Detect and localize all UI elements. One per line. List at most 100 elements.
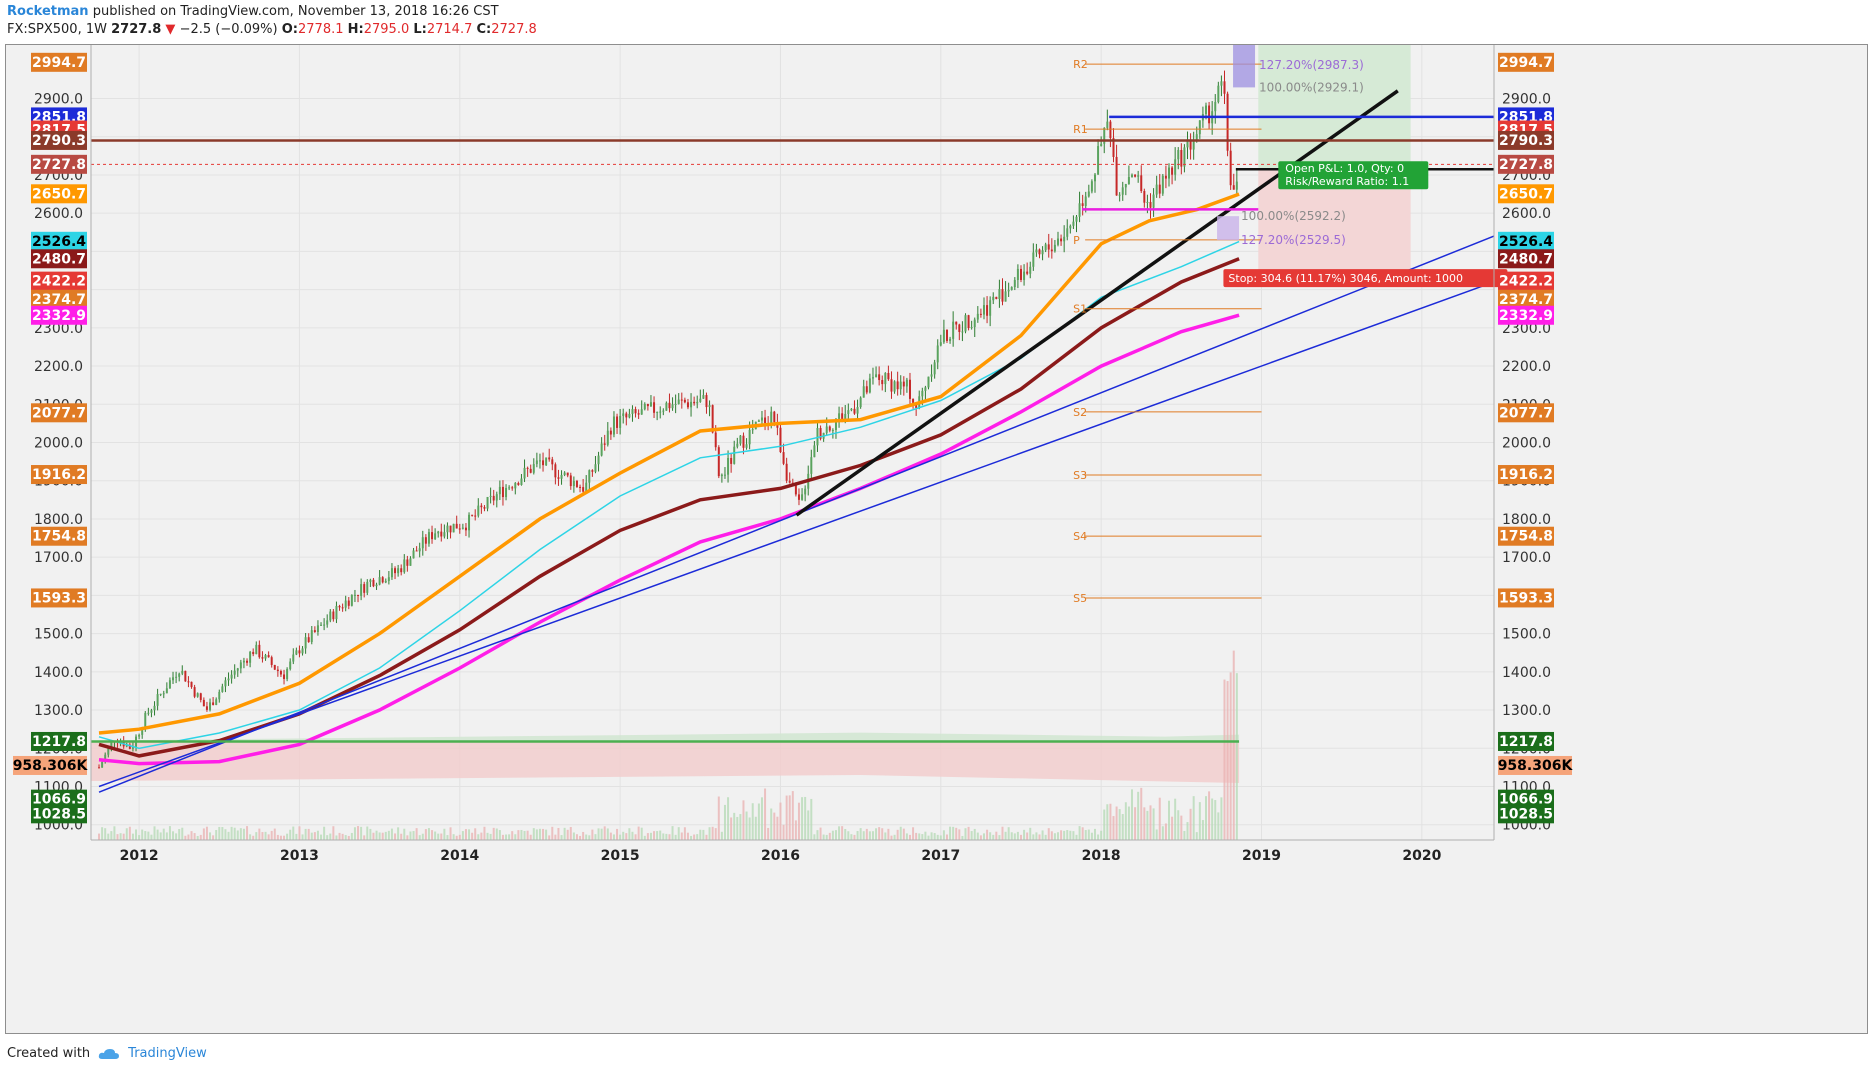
- volume-bar: [501, 834, 504, 840]
- volume-bar: [890, 835, 893, 840]
- volume-bar: [326, 835, 329, 840]
- volume-bar: [884, 832, 887, 840]
- candle-body: [1127, 176, 1130, 184]
- chart-area[interactable]: R2 R1 P S1 S2 S3 S4 S5 127.20%(2987.3) 100.00%(29…: [5, 44, 1868, 1034]
- y-axis-tick-left: 1400.0: [34, 665, 83, 681]
- candle-body: [477, 505, 480, 516]
- volume-bar: [1167, 800, 1170, 840]
- volume-bar: [949, 826, 952, 840]
- volume-bar: [727, 797, 730, 840]
- pivot-label: R2: [1073, 58, 1088, 71]
- volume-bar: [942, 830, 945, 840]
- candle-body: [1183, 147, 1186, 167]
- candle-body: [1208, 105, 1211, 124]
- candle-body: [628, 413, 631, 418]
- candle-body: [566, 472, 569, 476]
- volume-bar: [560, 835, 563, 840]
- volume-bar: [847, 831, 850, 840]
- candle-body: [927, 376, 930, 388]
- candle-body: [1134, 174, 1137, 177]
- y-axis-tick-right: 2900.0: [1502, 92, 1551, 108]
- volume-bar: [249, 834, 252, 840]
- candle-body: [1084, 196, 1087, 206]
- volume-bar: [165, 832, 168, 840]
- candle-body: [193, 687, 196, 697]
- candle-body: [643, 403, 646, 410]
- moving-average-line: [98, 192, 1240, 735]
- candle-body: [511, 487, 514, 489]
- volume-bar: [1232, 650, 1235, 840]
- volume-bar: [144, 831, 147, 840]
- candle-body: [535, 460, 538, 465]
- candle-body: [205, 706, 208, 710]
- price-tag-right-text: 1066.9: [1499, 792, 1553, 808]
- candle-body: [862, 386, 865, 398]
- high-value: 2795.0: [363, 22, 410, 37]
- price-tag-right: [1498, 755, 1572, 775]
- candle-body: [264, 655, 267, 659]
- volume-bar: [131, 833, 134, 840]
- candle-body: [579, 486, 582, 488]
- volume-bar: [1047, 828, 1050, 840]
- volume-bar: [532, 828, 535, 840]
- author-name[interactable]: Rocketman: [7, 4, 89, 19]
- volume-bar: [575, 834, 578, 840]
- candle-body: [1047, 244, 1050, 250]
- candle-body: [242, 660, 245, 663]
- pivot-label: R1: [1073, 123, 1088, 136]
- volume-bar: [702, 829, 705, 840]
- price-tag-right-text: 2480.7: [1499, 251, 1553, 267]
- candle-body: [637, 413, 640, 415]
- volume-bar: [548, 835, 551, 840]
- price-chart[interactable]: R2 R1 P S1 S2 S3 S4 S5 127.20%(2987.3) 100.00%(29…: [6, 45, 1867, 1033]
- y-axis-tick-right: 1500.0: [1502, 627, 1551, 643]
- candle-body: [973, 319, 976, 328]
- volume-bar: [1211, 798, 1214, 840]
- volume-bar: [529, 834, 532, 840]
- y-axis-tick-left: 2600.0: [34, 206, 83, 222]
- volume-bar: [409, 831, 412, 840]
- candle-body: [1146, 201, 1149, 203]
- price-change: −2.5 (−0.09%): [179, 22, 278, 37]
- candle-body: [98, 767, 101, 769]
- candle-body: [249, 651, 252, 663]
- candle-body: [153, 705, 156, 711]
- price-tag-left-text: 2422.2: [32, 274, 86, 290]
- volume-bar: [773, 812, 776, 840]
- candle-body: [828, 426, 831, 431]
- volume-bar: [801, 797, 804, 840]
- volume-bar: [853, 834, 856, 840]
- price-tag-left: [31, 305, 87, 325]
- tradingview-link[interactable]: TradingView: [128, 1046, 207, 1061]
- volume-bar: [696, 834, 699, 840]
- high-label: H:: [347, 22, 364, 37]
- volume-bar: [908, 834, 911, 840]
- volume-bar: [98, 833, 101, 840]
- volume-bar: [190, 831, 193, 840]
- volume-bar: [912, 827, 915, 840]
- volume-bar: [1158, 797, 1161, 840]
- candle-body: [702, 395, 705, 399]
- volume-bar: [649, 832, 652, 840]
- candle-body: [964, 315, 967, 332]
- volume-bar: [686, 832, 689, 840]
- candle-body: [696, 401, 699, 404]
- candle-body: [890, 379, 893, 392]
- volume-bar: [1063, 830, 1066, 840]
- volume-bar: [967, 826, 970, 840]
- volume-bar: [1152, 808, 1155, 840]
- volume-bar: [520, 829, 523, 840]
- candle-body: [1223, 81, 1226, 94]
- volume-bar: [150, 834, 153, 840]
- volume-bar: [313, 832, 316, 840]
- candle-body: [394, 568, 397, 574]
- candle-body: [572, 480, 575, 487]
- volume-bar: [788, 795, 791, 840]
- volume-bar: [865, 828, 868, 840]
- candle-body: [212, 702, 215, 705]
- volume-bar: [492, 827, 495, 840]
- price-tag-left-text: 1593.3: [32, 590, 86, 606]
- volume-bar: [421, 833, 424, 840]
- volume-bar: [107, 833, 110, 840]
- candle-body: [1016, 268, 1019, 280]
